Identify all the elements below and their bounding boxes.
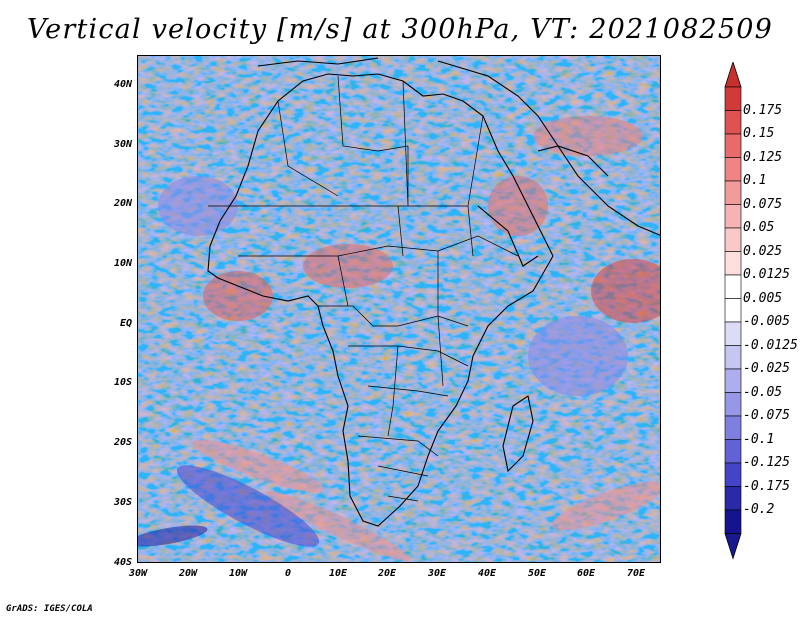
colorbar-label: -0.005 <box>743 314 790 329</box>
colorbar-swatch <box>724 298 742 323</box>
lon-label: 10E <box>328 568 348 579</box>
colorbar-label: 0.075 <box>743 196 783 212</box>
lon-label: 20E <box>377 568 397 579</box>
grads-credit: GrADS: IGES/COLA <box>6 604 93 614</box>
colorbar-swatch <box>724 227 742 252</box>
lon-label: 50E <box>527 568 547 579</box>
colorbar-swatch <box>724 321 742 346</box>
colorbar-swatch <box>724 180 742 205</box>
map-field <box>138 56 660 562</box>
colorbar-label: -0.05 <box>743 384 783 400</box>
colorbar-label: 0.175 <box>743 102 783 118</box>
colorbar-swatch <box>724 157 742 182</box>
colorbar-label: 0.05 <box>743 220 775 235</box>
lat-label: 10S <box>113 377 132 388</box>
colorbar-swatch <box>724 486 742 511</box>
colorbar-swatch <box>724 439 742 464</box>
colorbar-label: -0.025 <box>743 361 790 376</box>
ascent-regions <box>192 116 660 562</box>
colorbar-label: 0.1 <box>743 173 767 188</box>
lat-label: 30N <box>113 139 132 150</box>
colorbar-label: -0.1 <box>743 431 775 447</box>
lon-label: 30W <box>128 568 148 579</box>
colorbar-label: -0.2 <box>743 502 775 517</box>
colorbar-label: 0.025 <box>743 243 783 259</box>
colorbar-swatch <box>724 274 742 299</box>
colorbar-swatch <box>724 86 742 111</box>
colorbar-label: 0.005 <box>743 290 783 306</box>
lon-label: 40E <box>477 568 497 579</box>
colorbar-label: 0.15 <box>743 126 775 141</box>
lat-label: 40S <box>113 557 132 568</box>
lon-label: 0 <box>284 568 292 579</box>
lon-label: 70E <box>626 568 646 579</box>
colorbar-swatch <box>724 251 742 276</box>
colorbar-label: -0.125 <box>743 455 790 470</box>
colorbar-label: -0.0125 <box>743 337 798 353</box>
colorbar-swatch <box>724 509 742 534</box>
country-borders <box>208 75 519 502</box>
lon-label: 60E <box>576 568 596 579</box>
lon-label: 10W <box>228 568 248 579</box>
lat-label: 20S <box>113 437 132 448</box>
lon-label: 20W <box>178 568 198 579</box>
lon-label: 30E <box>427 568 447 579</box>
colorbar-swatch <box>724 462 742 487</box>
colorbar-swatch <box>724 345 742 370</box>
colorbar-top-arrow <box>724 62 742 88</box>
lat-label: 40N <box>113 79 132 90</box>
map-panel <box>137 55 661 563</box>
colorbar-swatches <box>724 62 742 560</box>
coastlines <box>207 57 660 527</box>
colorbar-label: 0.125 <box>743 149 783 165</box>
lat-label: 10N <box>113 258 132 269</box>
lat-label: 20N <box>113 198 132 209</box>
lat-label: EQ <box>119 318 132 329</box>
colorbar-bottom-arrow <box>724 533 742 560</box>
colorbar-swatch <box>724 204 742 229</box>
map-title: Vertical velocity [m/s] at 300hPa, VT: 2… <box>26 14 774 45</box>
colorbar-swatch <box>724 368 742 393</box>
descent-regions <box>138 176 628 547</box>
colorbar-label: -0.075 <box>743 408 790 423</box>
colorbar-label: -0.175 <box>743 478 790 494</box>
colorbar-swatch <box>724 392 742 417</box>
colorbar-swatch <box>724 133 742 158</box>
lat-label: 30S <box>113 497 132 508</box>
colorbar-label: 0.0125 <box>743 267 790 282</box>
colorbar-swatch <box>724 415 742 440</box>
colorbar-swatch <box>724 110 742 135</box>
